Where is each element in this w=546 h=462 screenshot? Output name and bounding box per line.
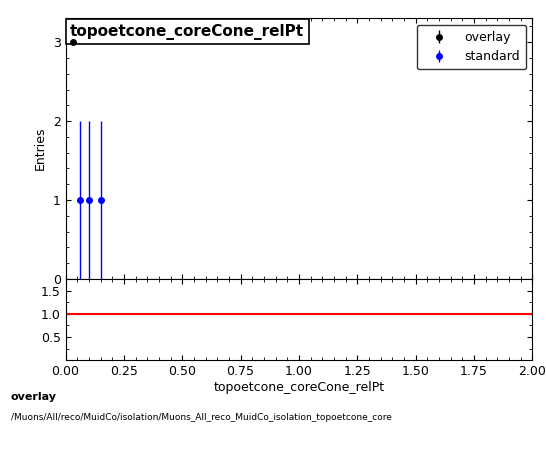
Y-axis label: Entries: Entries [34, 127, 47, 170]
X-axis label: topoetcone_coreCone_relPt: topoetcone_coreCone_relPt [213, 381, 384, 394]
Text: topoetcone_coreCone_relPt: topoetcone_coreCone_relPt [70, 24, 304, 40]
Text: /Muons/All/reco/MuidCo/isolation/Muons_All_reco_MuidCo_isolation_topoetcone_core: /Muons/All/reco/MuidCo/isolation/Muons_A… [11, 413, 392, 422]
Legend: overlay, standard: overlay, standard [417, 25, 526, 69]
Text: overlay: overlay [11, 392, 57, 401]
